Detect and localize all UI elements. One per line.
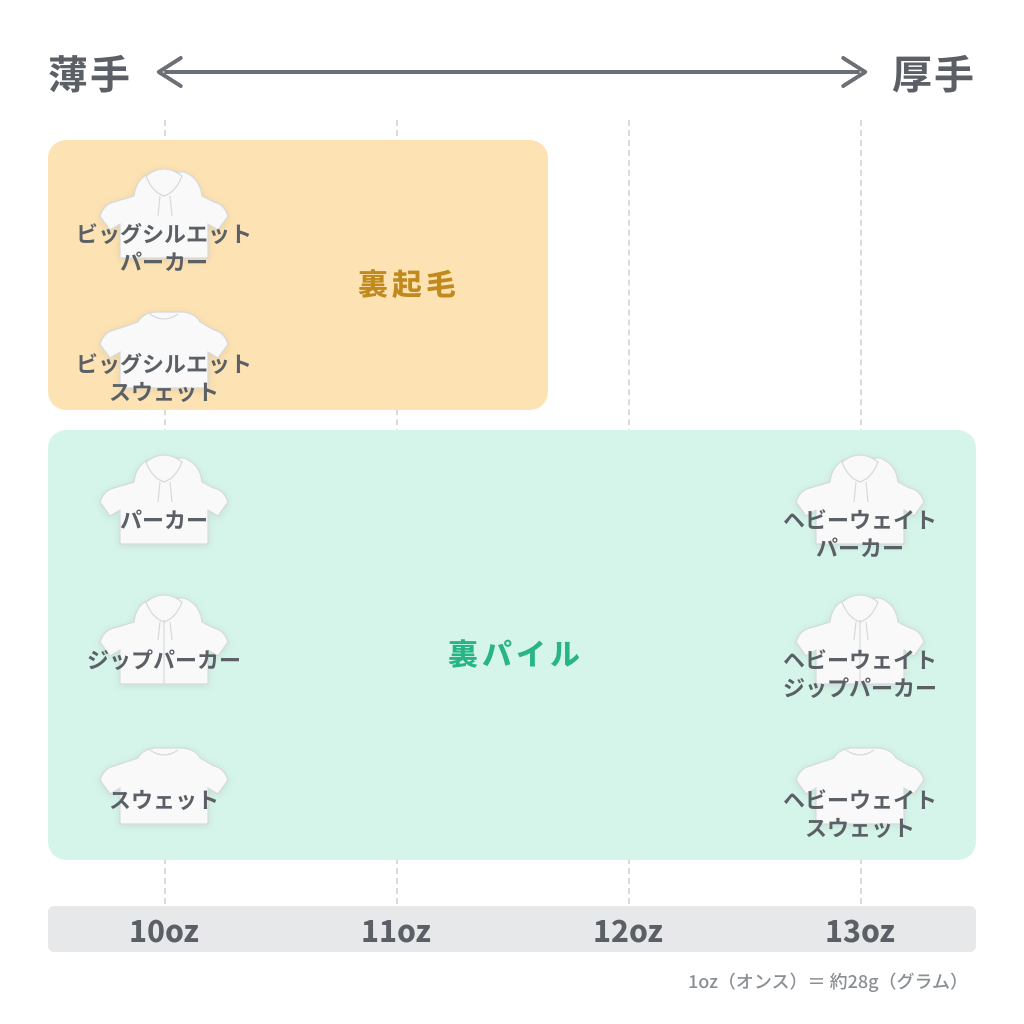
- axis-label-thick: 厚手: [892, 43, 976, 101]
- thickness-axis-header: 薄手 厚手: [48, 48, 976, 96]
- oz-tick: 12oz: [593, 906, 663, 952]
- oz-tick: 11oz: [361, 906, 431, 952]
- oz-tick: 13oz: [825, 906, 895, 952]
- panel-title-urapile: 裏パイル: [448, 630, 584, 674]
- garment-label: ジップパーカー: [74, 646, 254, 674]
- garment-label: スウェット: [74, 786, 254, 814]
- panel-title-uramou: 裏起毛: [358, 260, 460, 304]
- garment-label: ビッグシルエット スウェット: [74, 350, 254, 405]
- axis-arrow: [144, 70, 880, 74]
- garment-label: ビッグシルエット パーカー: [74, 220, 254, 275]
- garment-label: パーカー: [74, 506, 254, 534]
- oz-axis-track: 10oz 11oz 12oz 13oz: [48, 906, 976, 952]
- axis-label-thin: 薄手: [48, 43, 132, 101]
- weight-chart: 裏起毛裏パイル ビッグシルエット パーカー ビッグシルエット スウェット パーカ…: [48, 120, 976, 904]
- garment-label: ヘビーウェイト パーカー: [770, 506, 950, 561]
- garment-label: ヘビーウェイト スウェット: [770, 786, 950, 841]
- garment-label: ヘビーウェイト ジップパーカー: [770, 646, 950, 701]
- oz-tick: 10oz: [129, 906, 199, 952]
- oz-footnote: 1oz（オンス）＝ 約28g（グラム）: [688, 968, 968, 994]
